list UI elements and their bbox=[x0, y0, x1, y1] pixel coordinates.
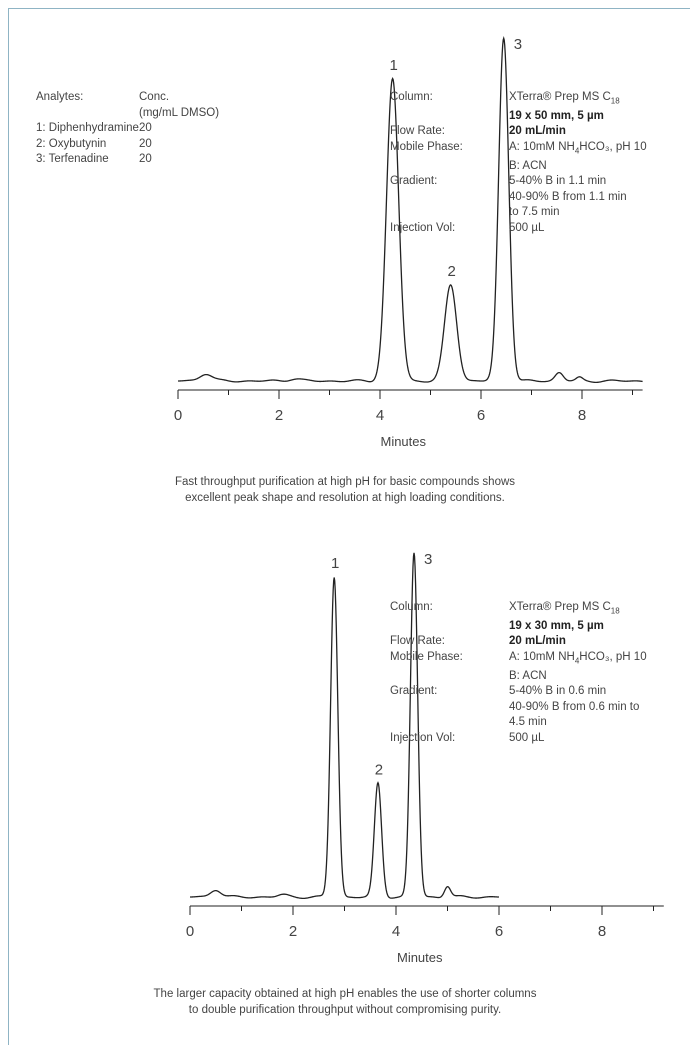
x-axis-label: Minutes bbox=[397, 950, 443, 965]
condition-row: Mobile Phase: A: 10mM NH4HCO₃, pH 10 bbox=[390, 140, 689, 159]
x-tick-label: 6 bbox=[477, 407, 485, 424]
condition-label: Gradient: bbox=[390, 685, 438, 698]
x-tick-label: 4 bbox=[392, 923, 400, 940]
condition-row: Flow Rate: 20 mL/min bbox=[390, 634, 689, 650]
condition-value: 20 mL/min bbox=[509, 635, 566, 648]
x-axis-label: Minutes bbox=[380, 434, 426, 449]
analyte-conc: 20 bbox=[139, 122, 152, 134]
condition-value: B: ACN bbox=[509, 669, 547, 682]
condition-row: to 7.5 min bbox=[390, 205, 689, 221]
analyte-name: 3: Terfenadine bbox=[36, 153, 109, 165]
chromatogram-panel-1: 0 2 4 6 8 Minutes 1 2 3 Analytes: Conc. (mg/mL D… bbox=[0, 0, 690, 520]
analyte-row: 2: Oxybutynin 20 bbox=[36, 137, 259, 153]
x-tick-label: 6 bbox=[495, 923, 503, 940]
condition-value: XTerra® Prep MS C18 bbox=[509, 601, 620, 616]
analytes-header: Analytes: bbox=[36, 91, 84, 103]
chromatogram-trace bbox=[178, 36, 643, 384]
condition-row: Column: XTerra® Prep MS C18 bbox=[390, 90, 689, 109]
condition-value: 5-40% B in 0.6 min bbox=[509, 685, 607, 698]
condition-row: Injection Vol: 500 µL bbox=[390, 731, 689, 747]
condition-label: Gradient: bbox=[390, 175, 438, 188]
chromatogram-panel-2: 0 2 4 6 8 Minutes 1 2 3 Column: XTerra® Prep MS C… bbox=[0, 520, 690, 1045]
page-frame bbox=[8, 8, 690, 1045]
condition-row: 19 x 30 mm, 5 µm bbox=[390, 619, 689, 635]
condition-label: Injection Vol: bbox=[390, 731, 456, 744]
caption-line: The larger capacity obtained at high pH … bbox=[153, 988, 537, 1000]
condition-value: 500 µL bbox=[509, 731, 545, 744]
analyte-row: 1: Diphenhydramine 20 bbox=[36, 121, 259, 137]
analyte-conc: 20 bbox=[139, 137, 152, 150]
conc-unit: (mg/mL DMSO) bbox=[139, 106, 220, 119]
chromatogram-trace bbox=[190, 552, 500, 900]
condition-row: Gradient: 5-40% B in 1.1 min bbox=[390, 174, 689, 190]
condition-row: Gradient: 5-40% B in 0.6 min bbox=[390, 684, 689, 700]
peak-label: 3 bbox=[514, 36, 522, 53]
condition-value: 40-90% B from 0.6 min to bbox=[509, 700, 640, 713]
x-tick-label: 2 bbox=[289, 923, 297, 940]
condition-value: to 7.5 min bbox=[509, 206, 560, 219]
analytes-table: Analytes: Conc. (mg/mL DMSO) 1: Diphenhy… bbox=[36, 90, 259, 168]
analyte-row: 3: Terfenadine 20 bbox=[36, 152, 259, 168]
x-tick-label: 2 bbox=[275, 407, 283, 424]
caption-line: excellent peak shape and resolution at h… bbox=[185, 492, 505, 504]
conc-header: Conc. bbox=[139, 91, 170, 103]
condition-label: Mobile Phase: bbox=[390, 650, 463, 663]
chromatogram-chart-2: 0 2 4 6 8 Minutes 1 2 3 bbox=[186, 551, 664, 965]
condition-row: Column: XTerra® Prep MS C18 bbox=[390, 600, 689, 619]
condition-value: XTerra® Prep MS C18 bbox=[509, 91, 620, 106]
condition-row: 4.5 min bbox=[390, 715, 689, 731]
condition-label: Flow Rate: bbox=[390, 635, 445, 648]
chromatogram-chart-1: 0 2 4 6 8 Minutes 1 2 3 bbox=[174, 36, 643, 449]
condition-value: A: 10mM NH4HCO₃, pH 10 bbox=[509, 650, 647, 666]
peak-label: 2 bbox=[375, 761, 383, 778]
caption: The larger capacity obtained at high pH … bbox=[0, 986, 690, 1018]
condition-row: Flow Rate: 20 mL/min bbox=[390, 124, 689, 140]
condition-value: 19 x 30 mm, 5 µm bbox=[509, 619, 604, 632]
condition-row: 19 x 50 mm, 5 µm bbox=[390, 109, 689, 125]
condition-row: B: ACN bbox=[390, 669, 689, 685]
x-tick-label: 8 bbox=[598, 923, 606, 940]
condition-row: Injection Vol: 500 µL bbox=[390, 221, 689, 237]
conditions-table: Column: XTerra® Prep MS C18 19 x 30 mm, 5 … bbox=[390, 600, 689, 746]
condition-value: 5-40% B in 1.1 min bbox=[509, 175, 607, 188]
condition-value: A: 10mM NH4HCO₃, pH 10 bbox=[509, 140, 647, 156]
condition-row: Mobile Phase: A: 10mM NH4HCO₃, pH 10 bbox=[390, 650, 689, 669]
analyte-name: 2: Oxybutynin bbox=[36, 137, 107, 150]
peak-label: 3 bbox=[424, 551, 432, 568]
condition-label: Column: bbox=[390, 601, 433, 613]
condition-row: 40-90% B from 1.1 min bbox=[390, 190, 689, 206]
condition-row: 40-90% B from 0.6 min to bbox=[390, 700, 689, 716]
peak-label: 1 bbox=[389, 57, 397, 74]
condition-label: Column: bbox=[390, 91, 433, 103]
analyte-name: 1: Diphenhydramine bbox=[36, 122, 139, 134]
caption: Fast throughput purification at high pH … bbox=[0, 474, 690, 506]
x-tick-label: 4 bbox=[376, 407, 384, 424]
analyte-conc: 20 bbox=[139, 153, 152, 165]
conditions-table: Column: XTerra® Prep MS C18 19 x 50 mm, 5 … bbox=[390, 90, 689, 236]
condition-value: 500 µL bbox=[509, 221, 545, 234]
condition-value: 19 x 50 mm, 5 µm bbox=[509, 109, 604, 122]
condition-label: Injection Vol: bbox=[390, 221, 456, 234]
condition-row: B: ACN bbox=[390, 159, 689, 175]
condition-value: 20 mL/min bbox=[509, 125, 566, 138]
x-tick-label: 0 bbox=[186, 923, 194, 940]
condition-label: Flow Rate: bbox=[390, 125, 445, 138]
condition-label: Mobile Phase: bbox=[390, 140, 463, 153]
condition-value: B: ACN bbox=[509, 159, 547, 172]
x-tick-label: 0 bbox=[174, 407, 182, 424]
caption-line: Fast throughput purification at high pH … bbox=[174, 476, 516, 488]
peak-label: 1 bbox=[331, 555, 339, 572]
x-tick-label: 8 bbox=[578, 407, 586, 424]
condition-value: 4.5 min bbox=[509, 716, 547, 729]
peak-label: 2 bbox=[448, 263, 456, 280]
condition-value: 40-90% B from 1.1 min bbox=[509, 190, 627, 203]
caption-line: to double purification throughput withou… bbox=[188, 1004, 502, 1016]
